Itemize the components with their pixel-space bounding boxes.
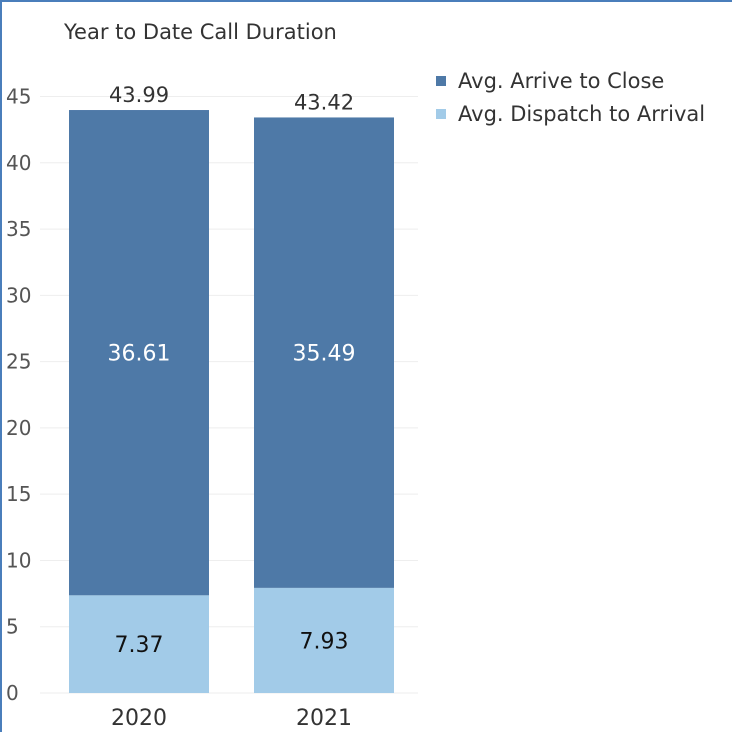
y-tick-label: 40 xyxy=(6,151,31,175)
y-tick-label: 35 xyxy=(6,217,31,241)
y-tick-label: 30 xyxy=(6,283,31,307)
y-tick-label: 25 xyxy=(6,350,31,374)
legend-label: Avg. Dispatch to Arrival xyxy=(458,101,706,126)
y-tick-label: 0 xyxy=(6,681,19,705)
legend-item-arrive-to-close[interactable]: Avg. Arrive to Close xyxy=(436,64,705,97)
bar-segment-label: 36.61 xyxy=(108,342,171,367)
y-tick-label: 15 xyxy=(6,482,31,506)
y-tick-label: 45 xyxy=(6,85,31,109)
bar-segment xyxy=(69,110,209,596)
bar-segment xyxy=(69,595,209,693)
bar-total-label: 43.42 xyxy=(294,90,354,114)
y-tick-label: 20 xyxy=(6,416,31,440)
legend-swatch-dispatch-to-arrival xyxy=(436,108,446,119)
bar-segment xyxy=(254,117,394,588)
chart-title: Year to Date Call Duration xyxy=(64,20,337,44)
bar-segment-label: 7.93 xyxy=(300,629,349,654)
bar-segment xyxy=(254,587,394,693)
y-tick-label: 10 xyxy=(6,548,31,572)
legend-label: Avg. Arrive to Close xyxy=(458,68,665,93)
bar-segment-label: 35.49 xyxy=(293,342,356,367)
x-category-label: 2021 xyxy=(296,706,352,731)
legend-item-dispatch-to-arrival[interactable]: Avg. Dispatch to Arrival xyxy=(436,97,705,130)
bar-total-label: 43.99 xyxy=(109,83,169,107)
bar-segment-label: 7.37 xyxy=(115,633,164,658)
y-tick-label: 5 xyxy=(6,615,19,639)
x-category-label: 2020 xyxy=(111,706,167,731)
legend: Avg. Arrive to Close Avg. Dispatch to Ar… xyxy=(436,64,705,130)
legend-swatch-arrive-to-close xyxy=(436,75,446,86)
